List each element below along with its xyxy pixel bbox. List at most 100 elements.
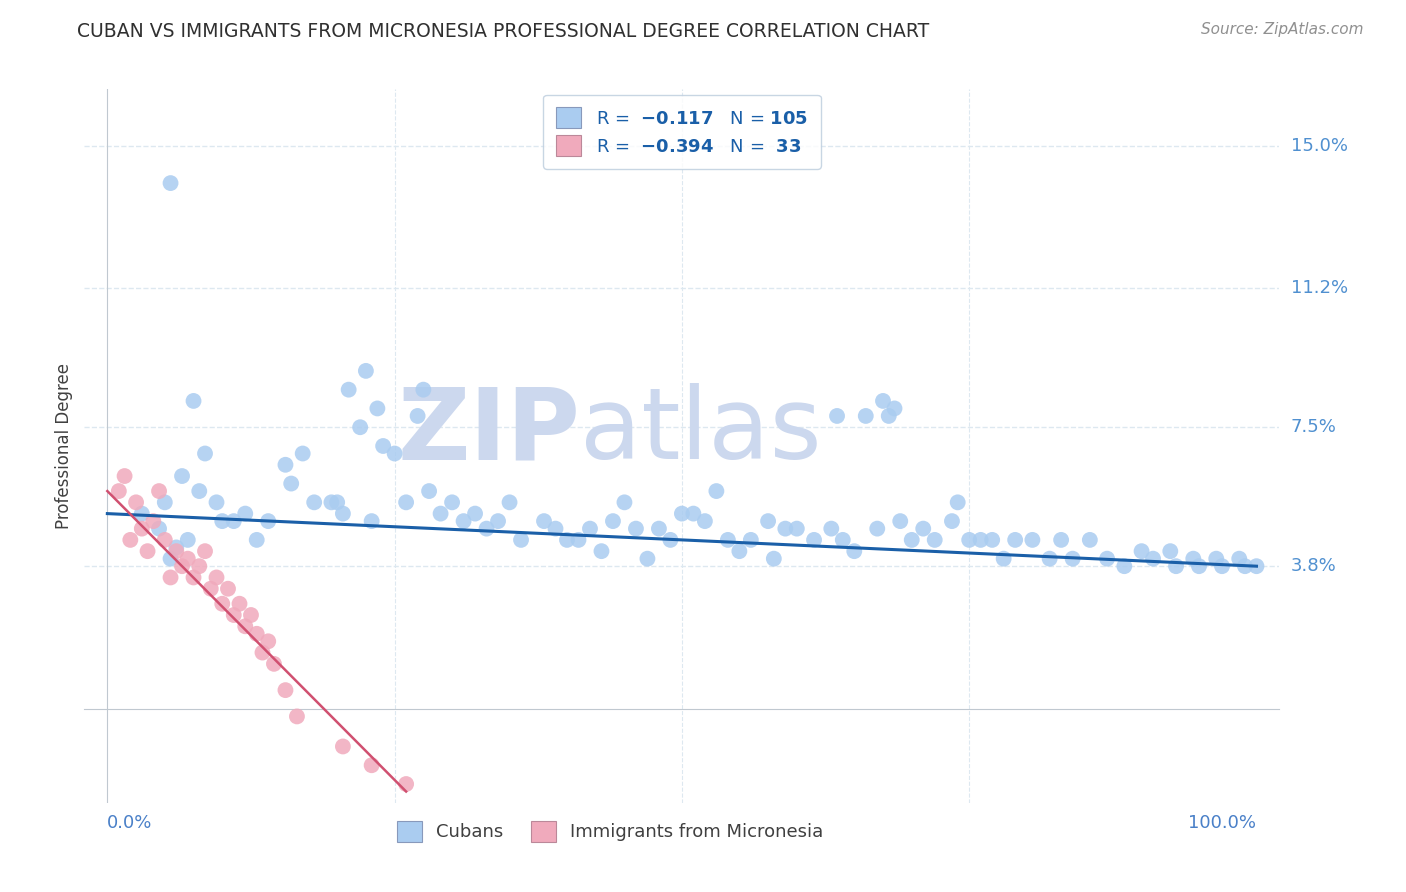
- Point: [803, 533, 825, 547]
- Point: [412, 383, 434, 397]
- Point: [274, 683, 297, 698]
- Point: [728, 544, 751, 558]
- Point: [217, 582, 239, 596]
- Point: [142, 514, 165, 528]
- Point: [844, 544, 866, 558]
- Point: [263, 657, 285, 671]
- Point: [453, 514, 475, 528]
- Point: [165, 541, 187, 555]
- Point: [1211, 559, 1233, 574]
- Point: [257, 634, 280, 648]
- Point: [354, 364, 377, 378]
- Point: [183, 393, 205, 408]
- Point: [183, 570, 205, 584]
- Point: [291, 446, 314, 460]
- Point: [475, 522, 498, 536]
- Point: [148, 484, 170, 499]
- Point: [395, 777, 418, 791]
- Text: CUBAN VS IMMIGRANTS FROM MICRONESIA PROFESSIONAL DEGREE CORRELATION CHART: CUBAN VS IMMIGRANTS FROM MICRONESIA PROF…: [77, 22, 929, 41]
- Point: [1182, 551, 1205, 566]
- Point: [624, 522, 647, 536]
- Point: [1159, 544, 1181, 558]
- Point: [706, 484, 728, 499]
- Point: [510, 533, 533, 547]
- Point: [170, 559, 193, 574]
- Point: [384, 446, 406, 460]
- Point: [373, 439, 395, 453]
- Point: [602, 514, 624, 528]
- Point: [177, 551, 200, 566]
- Point: [820, 522, 842, 536]
- Point: [981, 533, 1004, 547]
- Point: [194, 544, 217, 558]
- Point: [205, 570, 228, 584]
- Point: [252, 646, 274, 660]
- Point: [762, 551, 785, 566]
- Point: [579, 522, 602, 536]
- Point: [233, 619, 256, 633]
- Point: [360, 758, 382, 772]
- Point: [872, 393, 894, 408]
- Point: [1004, 533, 1026, 547]
- Point: [441, 495, 464, 509]
- Point: [228, 597, 250, 611]
- Point: [257, 514, 280, 528]
- Point: [912, 522, 935, 536]
- Legend: Cubans, Immigrants from Micronesia: Cubans, Immigrants from Micronesia: [384, 808, 837, 855]
- Text: 15.0%: 15.0%: [1291, 136, 1347, 154]
- Point: [131, 507, 153, 521]
- Point: [418, 484, 440, 499]
- Point: [825, 409, 848, 423]
- Point: [613, 495, 636, 509]
- Point: [636, 551, 658, 566]
- Point: [648, 522, 671, 536]
- Point: [153, 533, 176, 547]
- Text: atlas: atlas: [581, 384, 823, 480]
- Point: [395, 495, 418, 509]
- Point: [900, 533, 922, 547]
- Point: [274, 458, 297, 472]
- Point: [1142, 551, 1164, 566]
- Point: [1130, 544, 1153, 558]
- Point: [889, 514, 911, 528]
- Point: [1233, 559, 1256, 574]
- Point: [114, 469, 136, 483]
- Point: [941, 514, 963, 528]
- Point: [332, 507, 354, 521]
- Point: [1114, 559, 1136, 574]
- Point: [533, 514, 555, 528]
- Point: [429, 507, 451, 521]
- Point: [211, 597, 233, 611]
- Point: [1050, 533, 1073, 547]
- Point: [924, 533, 946, 547]
- Point: [222, 607, 245, 622]
- Point: [332, 739, 354, 754]
- Text: ZIP: ZIP: [398, 384, 581, 480]
- Point: [993, 551, 1015, 566]
- Point: [406, 409, 429, 423]
- Point: [280, 476, 302, 491]
- Point: [498, 495, 520, 509]
- Point: [957, 533, 980, 547]
- Point: [349, 420, 371, 434]
- Point: [486, 514, 509, 528]
- Point: [177, 533, 200, 547]
- Point: [866, 522, 889, 536]
- Text: 7.5%: 7.5%: [1291, 418, 1337, 436]
- Point: [188, 559, 211, 574]
- Point: [125, 495, 148, 509]
- Point: [1039, 551, 1062, 566]
- Point: [136, 544, 159, 558]
- Point: [740, 533, 762, 547]
- Point: [555, 533, 578, 547]
- Point: [205, 495, 228, 509]
- Point: [321, 495, 343, 509]
- Point: [464, 507, 486, 521]
- Point: [302, 495, 325, 509]
- Point: [159, 551, 181, 566]
- Point: [831, 533, 853, 547]
- Point: [233, 507, 256, 521]
- Point: [877, 409, 900, 423]
- Text: 11.2%: 11.2%: [1291, 279, 1348, 297]
- Point: [285, 709, 308, 723]
